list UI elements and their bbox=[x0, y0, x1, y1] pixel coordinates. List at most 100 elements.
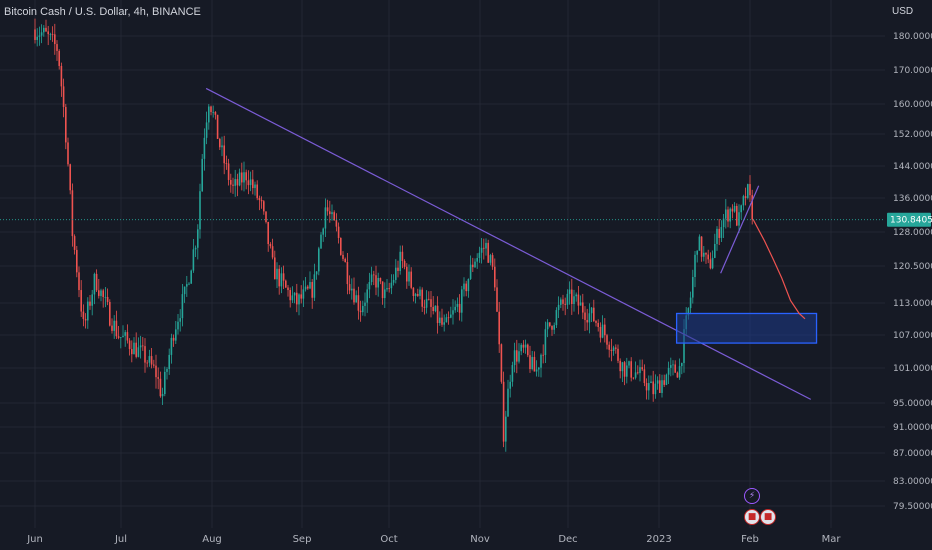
candle-body bbox=[507, 388, 509, 417]
y-tick-label: 144.00000 bbox=[893, 162, 932, 172]
candle-body bbox=[621, 362, 624, 372]
candle-body bbox=[535, 369, 538, 372]
candle-body bbox=[520, 344, 522, 352]
candle-body bbox=[747, 184, 749, 198]
candle-body bbox=[610, 349, 613, 351]
candle-body bbox=[67, 142, 69, 165]
candle-body bbox=[179, 318, 181, 322]
symbol-title[interactable]: Bitcoin Cash / U.S. Dollar, 4h, BINANCE bbox=[4, 6, 201, 18]
candle-body bbox=[711, 257, 714, 269]
candle-body bbox=[315, 271, 318, 275]
candle-body bbox=[137, 347, 140, 357]
demand-zone-box bbox=[675, 312, 818, 344]
candle-body bbox=[232, 184, 234, 186]
candle-body bbox=[269, 244, 272, 247]
candle-body bbox=[45, 27, 47, 32]
candle-body bbox=[76, 249, 78, 273]
candle-body bbox=[142, 345, 144, 347]
candle-body bbox=[260, 200, 263, 202]
candle-body bbox=[698, 236, 701, 251]
candle-body bbox=[656, 380, 659, 384]
candle-body bbox=[386, 288, 388, 290]
candle-body bbox=[331, 212, 333, 215]
candle-body bbox=[511, 365, 514, 382]
candle-body bbox=[634, 372, 637, 378]
y-tick-label: 120.50000 bbox=[893, 262, 932, 272]
candle-body bbox=[428, 298, 430, 300]
candle-body bbox=[265, 211, 267, 223]
candle-body bbox=[648, 383, 650, 391]
candle-body bbox=[370, 274, 373, 283]
candle-body bbox=[551, 325, 553, 330]
candle-body bbox=[34, 29, 36, 40]
candle-body bbox=[584, 312, 586, 320]
candle-body bbox=[205, 122, 208, 138]
y-tick-label: 95.00000 bbox=[893, 399, 932, 409]
candle-body bbox=[709, 259, 712, 269]
candle-body bbox=[177, 321, 179, 330]
candle-body bbox=[736, 205, 738, 226]
candle-body bbox=[538, 367, 540, 370]
candle-body bbox=[199, 191, 201, 230]
candle-body bbox=[252, 179, 254, 189]
candle-body bbox=[665, 374, 668, 385]
candles bbox=[34, 18, 753, 452]
candle-body bbox=[346, 262, 349, 285]
candle-body bbox=[221, 145, 223, 148]
candle-body bbox=[661, 380, 663, 393]
candle-body bbox=[357, 295, 360, 311]
candle-body bbox=[667, 367, 670, 375]
candle-body bbox=[692, 277, 694, 298]
candle-body bbox=[390, 282, 393, 289]
candle-body bbox=[544, 329, 547, 356]
candle-body bbox=[225, 163, 228, 165]
candle-body bbox=[241, 172, 243, 183]
candle-body bbox=[164, 371, 166, 395]
us-flag-icon[interactable]: ■ bbox=[760, 509, 776, 525]
candle-body bbox=[263, 201, 265, 212]
candle-body bbox=[718, 228, 720, 238]
candle-body bbox=[186, 284, 188, 287]
candle-body bbox=[342, 254, 344, 259]
candle-body bbox=[575, 294, 577, 297]
candle-body bbox=[291, 295, 294, 301]
candle-body bbox=[458, 303, 461, 313]
candle-body bbox=[304, 286, 307, 290]
candle-body bbox=[500, 344, 503, 382]
candle-body bbox=[348, 284, 351, 291]
drawings[interactable] bbox=[0, 87, 885, 400]
y-tick-label: 128.00000 bbox=[893, 228, 932, 238]
candle-body bbox=[337, 226, 340, 238]
candle-body bbox=[676, 372, 679, 378]
candle-body bbox=[276, 268, 278, 280]
candle-body bbox=[54, 34, 56, 45]
candle-body bbox=[410, 271, 412, 288]
candle-body bbox=[87, 301, 89, 321]
x-tick-label: Mar bbox=[822, 534, 842, 545]
candle-body bbox=[509, 381, 511, 389]
candle-body bbox=[58, 50, 60, 66]
candle-body bbox=[355, 295, 357, 303]
candle-body bbox=[498, 311, 500, 345]
y-tick-label: 87.00000 bbox=[893, 449, 932, 459]
candle-body bbox=[43, 27, 45, 33]
candle-body bbox=[115, 320, 118, 337]
candle-body bbox=[71, 190, 74, 237]
candle-body bbox=[489, 255, 492, 263]
candle-body bbox=[38, 35, 41, 37]
candle-body bbox=[201, 158, 203, 192]
lightning-icon[interactable]: ⚡ bbox=[744, 488, 760, 504]
candle-body bbox=[212, 111, 214, 113]
candle-body bbox=[505, 416, 507, 442]
candle-body bbox=[192, 249, 195, 271]
y-tick-label: 180.00000 bbox=[893, 32, 932, 42]
us-flag-icon[interactable]: ■ bbox=[744, 509, 760, 525]
y-tick-label: 79.50000 bbox=[893, 502, 932, 512]
projection-path bbox=[752, 218, 806, 320]
candle-body bbox=[247, 180, 250, 186]
candle-body bbox=[531, 356, 533, 370]
candle-body bbox=[181, 294, 184, 319]
candle-body bbox=[727, 209, 729, 222]
